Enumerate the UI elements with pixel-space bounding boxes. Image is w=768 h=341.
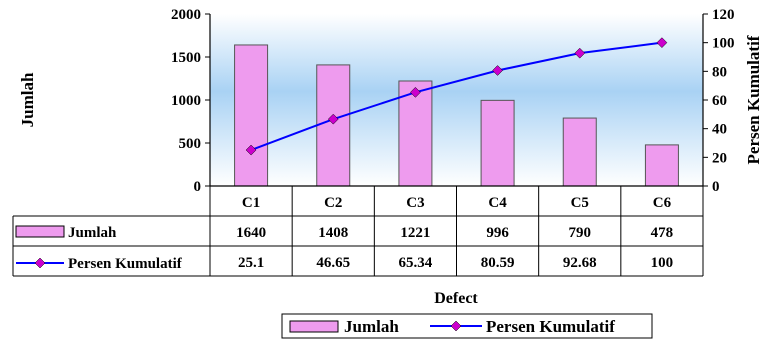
- bar-c6: [644, 144, 679, 187]
- marker-persen-kumulatif-c2: [327, 113, 339, 125]
- table-row-label-jumlah: Jumlah: [68, 225, 117, 241]
- y2-tick-label: 80: [712, 64, 727, 80]
- plot-area-background: [210, 14, 703, 186]
- legend-label-jumlah: Jumlah: [344, 317, 399, 336]
- bar-c1: [234, 44, 269, 187]
- marker-persen-kumulatif-c3: [410, 86, 421, 98]
- y-tick-label: 2000: [171, 7, 201, 23]
- y2-tick-label: 100: [712, 36, 735, 52]
- table-cell-persen-kumulatif: 92.68: [563, 255, 597, 271]
- y2-tick-label: 0: [712, 179, 720, 195]
- table-row-label-persen-kumulatif: Persen Kumulatif: [68, 256, 183, 272]
- table-cell-persen-kumulatif: 100: [651, 255, 674, 271]
- y-tick-label: 1000: [171, 93, 201, 109]
- x-tick-label: C1: [242, 195, 260, 211]
- x-tick-label: C3: [406, 195, 424, 211]
- marker-persen-kumulatif-c6: [656, 37, 668, 49]
- y2-tick-label: 120: [712, 7, 735, 23]
- table-cell-jumlah: 478: [651, 225, 674, 241]
- marker-persen-kumulatif-c4: [492, 65, 503, 76]
- bar-c5: [562, 117, 597, 187]
- y-tick-label: 1500: [171, 50, 201, 66]
- y-tick-label: 500: [179, 136, 202, 152]
- table-cell-persen-kumulatif: 25.1: [238, 255, 264, 271]
- x-tick-label: C6: [653, 195, 672, 211]
- table-cell-persen-kumulatif: 46.65: [316, 255, 350, 271]
- x-tick-label: C5: [571, 195, 589, 211]
- bar-c4: [480, 99, 515, 187]
- y-axis-label: Jumlah: [18, 72, 37, 127]
- table-cell-jumlah: 996: [486, 225, 509, 241]
- table-swatch-jumlah: [15, 225, 65, 238]
- y-tick-label: 0: [194, 179, 202, 195]
- table-cell-jumlah: 790: [569, 225, 592, 241]
- bar-c3: [398, 80, 433, 187]
- table-cell-persen-kumulatif: 80.59: [481, 255, 515, 271]
- bar-c2: [316, 64, 351, 187]
- y2-axis-label: Persen Kumulatif: [744, 35, 763, 164]
- legend-marker-persen-kumulatif: [450, 320, 462, 332]
- x-tick-label: C2: [324, 195, 342, 211]
- table-cell-jumlah: 1221: [400, 225, 430, 241]
- legend-label-persen-kumulatif: Persen Kumulatif: [486, 317, 615, 336]
- y2-tick-label: 60: [712, 93, 727, 109]
- marker-persen-kumulatif-c1: [245, 144, 257, 156]
- legend-swatch-jumlah: [289, 320, 339, 333]
- line-persen-kumulatif: [250, 41, 663, 151]
- table-marker-key-persen-kumulatif: [34, 257, 46, 269]
- y2-tick-label: 20: [712, 150, 727, 166]
- x-axis-label: Defect: [434, 290, 478, 307]
- marker-persen-kumulatif-c5: [574, 47, 586, 59]
- x-tick-label: C4: [488, 195, 507, 211]
- y2-tick-label: 40: [712, 122, 727, 138]
- table-cell-persen-kumulatif: 65.34: [399, 255, 433, 271]
- table-cell-jumlah: 1640: [236, 225, 266, 241]
- table-cell-jumlah: 1408: [318, 225, 348, 241]
- legend: Jumlah Persen Kumulatif: [281, 313, 653, 339]
